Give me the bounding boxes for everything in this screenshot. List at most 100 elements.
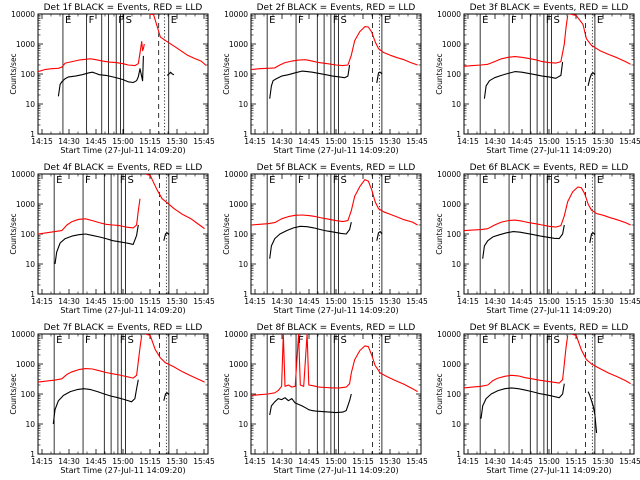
event-marker-label: E: [269, 15, 275, 26]
x-tick-label: 15:15: [352, 457, 374, 466]
event-marker-label: E: [56, 335, 62, 346]
x-tick-label: 15:30: [592, 297, 614, 306]
panel-2: Det 2f BLACK = Events, RED = LLD 1 10 100 10…: [222, 3, 428, 155]
event-marker-label: E: [65, 15, 71, 26]
event-marker-label: F: [120, 175, 126, 186]
y-axis-label: Counts/sec: [435, 213, 444, 254]
x-tick-label: 14:15: [457, 137, 479, 146]
event-marker-label: E: [171, 335, 177, 346]
event-marker-label: F: [333, 15, 339, 26]
x-tick-label: 15:00: [112, 297, 134, 306]
event-marker-label: E: [171, 15, 177, 26]
y-tick-label: 10: [451, 100, 461, 109]
series-lld-line: [464, 335, 569, 389]
x-tick-label: 15:15: [139, 137, 161, 146]
x-tick-label: 14:15: [244, 137, 266, 146]
y-tick-label: 100: [447, 70, 462, 79]
x-tick-label: 14:45: [511, 297, 533, 306]
y-tick-label: 10000: [224, 10, 248, 19]
series-lld-line: [569, 14, 631, 65]
panel-data: [464, 334, 631, 454]
series-events-line: [54, 224, 139, 265]
y-tick-label: 100: [234, 230, 249, 239]
x-axis-label: Start Time (27-Jul-11 14:09:20): [486, 306, 611, 315]
y-tick-label: 10: [238, 260, 248, 269]
panel-data: [251, 334, 418, 454]
x-tick-label: 15:00: [538, 297, 560, 306]
y-tick-label: 100: [21, 70, 36, 79]
y-tick-label: 1: [30, 290, 35, 299]
x-tick-label: 14:15: [244, 457, 266, 466]
x-tick-label: 15:15: [565, 457, 587, 466]
x-tick-label: 15:15: [565, 137, 587, 146]
event-marker-label: S: [341, 175, 347, 186]
x-tick-label: 15:45: [619, 457, 640, 466]
panel-title: Det 6f BLACK = Events, RED = LLD: [470, 163, 629, 173]
event-marker-label: F: [511, 15, 517, 26]
x-axis-label: Start Time (27-Jul-11 14:09:20): [60, 146, 185, 155]
x-tick-label: 15:30: [592, 137, 614, 146]
x-tick-label: 14:30: [484, 137, 506, 146]
series-lld-line: [38, 335, 143, 383]
panel-7: Det 7f BLACK = Events, RED = LLD 1 10 100 10…: [9, 323, 215, 475]
x-tick-label: 15:45: [193, 297, 215, 306]
series-events-line: [52, 379, 139, 425]
event-marker-label: F: [298, 175, 304, 186]
x-tick-label: 15:30: [379, 457, 401, 466]
series-lld-line: [148, 14, 207, 67]
x-axis-label: Start Time (27-Jul-11 14:09:20): [60, 466, 185, 475]
y-tick-label: 10000: [437, 10, 461, 19]
x-tick-label: 15:00: [112, 457, 134, 466]
event-marker-label: F: [120, 335, 126, 346]
event-marker-label: F: [546, 335, 552, 346]
x-tick-label: 14:45: [298, 457, 320, 466]
event-marker-label: S: [554, 15, 560, 26]
x-tick-label: 14:15: [31, 137, 53, 146]
y-tick-label: 10000: [11, 170, 35, 179]
y-tick-label: 1000: [442, 360, 461, 369]
series-events-line: [587, 72, 596, 87]
event-marker-label: S: [128, 335, 134, 346]
series-events-line: [163, 392, 170, 401]
y-tick-label: 1000: [442, 200, 461, 209]
x-tick-label: 14:45: [85, 457, 107, 466]
event-marker-label: E: [482, 175, 488, 186]
y-tick-label: 10000: [11, 10, 35, 19]
y-tick-label: 1: [456, 130, 461, 139]
panel-data: [251, 14, 418, 134]
y-tick-label: 10: [451, 260, 461, 269]
series-lld-line: [570, 334, 631, 385]
panel-data: [38, 174, 205, 294]
x-tick-label: 15:30: [592, 457, 614, 466]
event-marker-label: F: [298, 335, 304, 346]
series-lld-line: [251, 334, 418, 396]
event-marker-label: S: [554, 335, 560, 346]
panel-title: Det 2f BLACK = Events, RED = LLD: [257, 3, 416, 13]
x-tick-label: 15:00: [112, 137, 134, 146]
x-tick-label: 14:15: [244, 297, 266, 306]
y-tick-label: 1: [456, 290, 461, 299]
panel-title: Det 1f BLACK = Events, RED = LLD: [44, 3, 203, 13]
x-tick-label: 15:45: [193, 457, 215, 466]
panel-8: Det 8f BLACK = Events, RED = LLD 1 10 100 10…: [222, 323, 428, 475]
x-tick-label: 14:30: [484, 297, 506, 306]
y-tick-label: 100: [447, 230, 462, 239]
x-tick-label: 14:30: [271, 297, 293, 306]
x-tick-label: 15:15: [139, 297, 161, 306]
x-tick-label: 15:00: [325, 137, 347, 146]
x-tick-label: 15:30: [166, 457, 188, 466]
event-marker-label: E: [384, 335, 390, 346]
y-tick-label: 10000: [11, 330, 35, 339]
event-marker-label: F: [511, 175, 517, 186]
x-tick-label: 14:45: [298, 137, 320, 146]
x-tick-label: 14:30: [58, 297, 80, 306]
y-tick-label: 1: [456, 450, 461, 459]
x-tick-label: 15:45: [406, 137, 428, 146]
x-tick-label: 14:45: [511, 457, 533, 466]
event-marker-label: F: [85, 335, 91, 346]
series-lld-line: [38, 41, 145, 73]
panel-5: Det 5f BLACK = Events, RED = LLD 1 10 100 10…: [222, 163, 428, 315]
panel-data: [464, 14, 631, 134]
y-tick-label: 1000: [229, 40, 248, 49]
